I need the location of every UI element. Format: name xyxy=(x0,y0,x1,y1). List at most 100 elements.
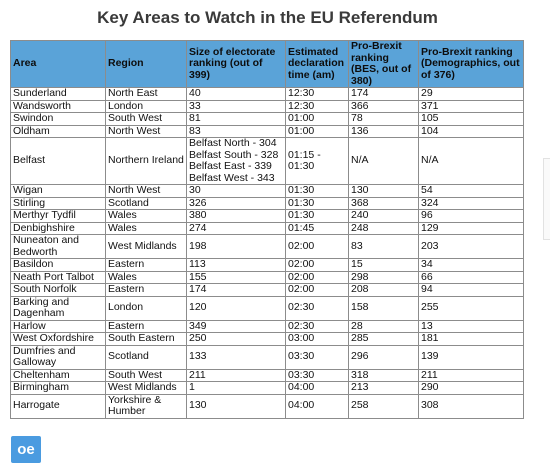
header-electorate-size: Size of electorate ranking (out of 399) xyxy=(186,40,286,88)
table-row: Wandsworth London 33 12:30 366 371 xyxy=(10,99,524,113)
header-demographics-ranking: Pro-Brexit ranking (Demographics, out of… xyxy=(418,40,524,88)
cell-bes-ranking: 158 xyxy=(348,295,419,321)
cell-declaration-time: 04:00 xyxy=(285,381,349,395)
cell-demographics-ranking: 96 xyxy=(418,209,524,223)
table-row: Swindon South West 81 01:00 78 105 xyxy=(10,112,524,126)
cell-region: South Eastern xyxy=(105,332,187,346)
cell-bes-ranking: 130 xyxy=(348,184,419,198)
cell-area: Barking and Dagenham xyxy=(10,295,106,321)
cell-demographics-ranking: N/A xyxy=(418,137,524,185)
cell-area: Wigan xyxy=(10,184,106,198)
cell-bes-ranking: 248 xyxy=(348,221,419,235)
cell-region: Eastern xyxy=(105,283,187,297)
cell-declaration-time: 02:00 xyxy=(285,258,349,272)
cell-region: Northern Ireland xyxy=(105,137,187,185)
cell-electorate-size: 250 xyxy=(186,332,286,346)
cell-region: Scotland xyxy=(105,344,187,370)
cell-electorate-size: 120 xyxy=(186,295,286,321)
cell-declaration-time: 01:30 xyxy=(285,209,349,223)
cell-declaration-time: 01:00 xyxy=(285,124,349,138)
cell-area: Harlow xyxy=(10,319,106,333)
cell-demographics-ranking: 129 xyxy=(418,221,524,235)
cell-electorate-size: 113 xyxy=(186,258,286,272)
cell-declaration-time: 02:00 xyxy=(285,234,349,259)
cell-declaration-time: 03:00 xyxy=(285,332,349,346)
table-row: Denbighshire Wales 274 01:45 248 129 xyxy=(10,221,524,235)
cell-area: South Norfolk xyxy=(10,283,106,297)
cell-bes-ranking: 296 xyxy=(348,344,419,370)
cell-declaration-time: 02:30 xyxy=(285,319,349,333)
table-row: Dumfries and Galloway Scotland 133 03:30 296… xyxy=(10,344,524,370)
cell-bes-ranking: 174 xyxy=(348,87,419,101)
cell-demographics-ranking: 203 xyxy=(418,234,524,259)
cell-bes-ranking: 258 xyxy=(348,393,419,419)
cell-declaration-time: 01:15 - 01:30 xyxy=(285,137,349,185)
cell-demographics-ranking: 255 xyxy=(418,295,524,321)
cell-declaration-time: 02:00 xyxy=(285,270,349,284)
cell-electorate-size: 380 xyxy=(186,209,286,223)
cell-bes-ranking: 28 xyxy=(348,319,419,333)
cell-region: North West xyxy=(105,124,187,138)
cell-declaration-time: 12:30 xyxy=(285,87,349,101)
cell-declaration-time: 01:45 xyxy=(285,221,349,235)
cell-area: Merthyr Tydfil xyxy=(10,209,106,223)
cell-demographics-ranking: 94 xyxy=(418,283,524,297)
table-row: West Oxfordshire South Eastern 250 03:00 285… xyxy=(10,332,524,346)
cell-electorate-size: 274 xyxy=(186,221,286,235)
cell-area: Denbighshire xyxy=(10,221,106,235)
cell-declaration-time: 12:30 xyxy=(285,99,349,113)
cell-electorate-size: 198 xyxy=(186,234,286,259)
table-row: South Norfolk Eastern 174 02:00 208 94 xyxy=(10,283,524,297)
cell-declaration-time: 01:00 xyxy=(285,112,349,126)
cell-electorate-size: 40 xyxy=(186,87,286,101)
cell-bes-ranking: 213 xyxy=(348,381,419,395)
cell-bes-ranking: 368 xyxy=(348,196,419,210)
cell-demographics-ranking: 29 xyxy=(418,87,524,101)
table-row: Harrogate Yorkshire & Humber 130 04:00 258 30… xyxy=(10,393,524,419)
cell-area: Birmingham xyxy=(10,381,106,395)
cell-area: Belfast xyxy=(10,137,106,185)
cell-region: North East xyxy=(105,87,187,101)
cell-electorate-size: 1 xyxy=(186,381,286,395)
cell-electorate-size: 155 xyxy=(186,270,286,284)
cell-region: Yorkshire & Humber xyxy=(105,393,187,419)
cell-demographics-ranking: 13 xyxy=(418,319,524,333)
cell-region: Wales xyxy=(105,221,187,235)
table-row: Wigan North West 30 01:30 130 54 xyxy=(10,184,524,198)
cell-region: Wales xyxy=(105,209,187,223)
cell-demographics-ranking: 371 xyxy=(418,99,524,113)
cell-electorate-size: 349 xyxy=(186,319,286,333)
cell-area: Harrogate xyxy=(10,393,106,419)
cell-demographics-ranking: 34 xyxy=(418,258,524,272)
cell-area: Nuneaton and Bedworth xyxy=(10,234,106,259)
header-bes-ranking: Pro-Brexit ranking (BES, out of 380) xyxy=(348,40,419,88)
cell-demographics-ranking: 66 xyxy=(418,270,524,284)
cell-region: London xyxy=(105,99,187,113)
cell-area: Basildon xyxy=(10,258,106,272)
cell-electorate-size: 133 xyxy=(186,344,286,370)
cell-region: West Midlands xyxy=(105,381,187,395)
side-panel-edge xyxy=(543,158,550,240)
cell-area: Cheltenham xyxy=(10,368,106,382)
cell-declaration-time: 01:30 xyxy=(285,196,349,210)
cell-area: Stirling xyxy=(10,196,106,210)
table-row: Nuneaton and Bedworth West Midlands 198 02:… xyxy=(10,234,524,259)
cell-bes-ranking: 285 xyxy=(348,332,419,346)
cell-region: West Midlands xyxy=(105,234,187,259)
oe-logo: oe xyxy=(11,436,41,463)
cell-electorate-size: 33 xyxy=(186,99,286,113)
cell-demographics-ranking: 104 xyxy=(418,124,524,138)
cell-region: London xyxy=(105,295,187,321)
header-region: Region xyxy=(105,40,187,88)
key-areas-table: Area Region Size of electorate ranking (… xyxy=(10,40,524,419)
table-row: Harlow Eastern 349 02:30 28 13 xyxy=(10,319,524,333)
cell-area: Oldham xyxy=(10,124,106,138)
cell-bes-ranking: N/A xyxy=(348,137,419,185)
cell-area: Wandsworth xyxy=(10,99,106,113)
table-row: Oldham North West 83 01:00 136 104 xyxy=(10,124,524,138)
cell-demographics-ranking: 139 xyxy=(418,344,524,370)
cell-bes-ranking: 318 xyxy=(348,368,419,382)
cell-electorate-size: 83 xyxy=(186,124,286,138)
table-row: Barking and Dagenham London 120 02:30 158 255 xyxy=(10,295,524,321)
table-row: Sunderland North East 40 12:30 174 29 xyxy=(10,87,524,101)
